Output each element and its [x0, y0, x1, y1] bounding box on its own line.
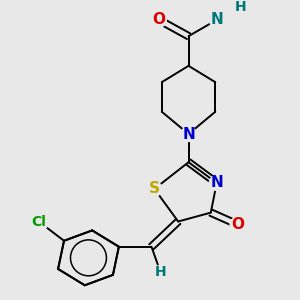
Circle shape [209, 13, 224, 27]
Circle shape [209, 176, 224, 190]
Circle shape [234, 0, 247, 13]
Circle shape [29, 212, 48, 231]
Circle shape [152, 13, 166, 27]
Circle shape [230, 217, 245, 232]
Text: O: O [231, 217, 244, 232]
Text: H: H [235, 0, 246, 14]
Circle shape [154, 266, 167, 278]
Circle shape [147, 182, 162, 196]
Text: Cl: Cl [32, 214, 46, 229]
Text: O: O [152, 12, 165, 27]
Circle shape [181, 127, 196, 141]
Text: H: H [154, 265, 166, 279]
Text: N: N [210, 12, 223, 27]
Text: S: S [149, 182, 160, 196]
Text: N: N [182, 127, 195, 142]
Text: N: N [210, 176, 223, 190]
